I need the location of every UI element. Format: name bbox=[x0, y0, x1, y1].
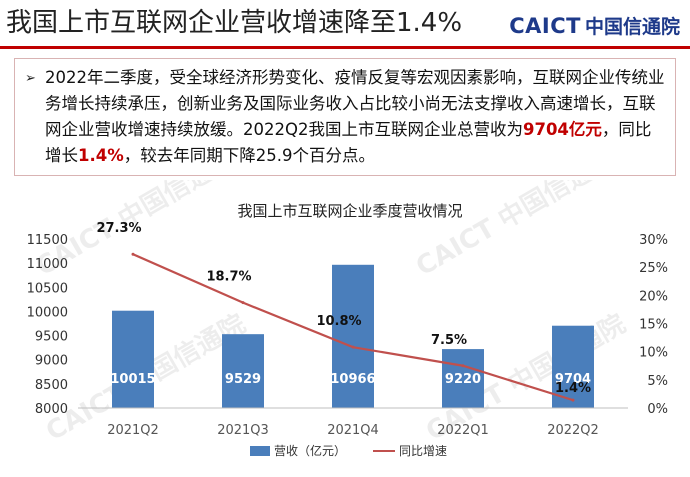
revenue-bar-label: 9529 bbox=[225, 372, 261, 387]
legend-layer: 营收（亿元） 同比增速 bbox=[250, 443, 447, 458]
legend-bar-swatch bbox=[250, 446, 270, 456]
x-tick-label: 2021Q3 bbox=[217, 423, 269, 438]
y-left-tick-label: 8500 bbox=[35, 378, 68, 393]
bars-layer: 10015 9529 10966 9220 9704 bbox=[110, 264, 594, 408]
revenue-bar-label: 9220 bbox=[445, 372, 481, 387]
summary-paragraph: 2022年二季度，受全球经济形势变化、疫情反复等宏观因素影响，互联网企业传统业务… bbox=[45, 65, 667, 169]
revenue-bar bbox=[442, 349, 484, 408]
y-left-tick-label: 10500 bbox=[27, 281, 68, 296]
logo-text-en: CAICT bbox=[509, 14, 581, 38]
y-left-tick-label: 11000 bbox=[27, 257, 68, 272]
revenue-bar bbox=[332, 264, 374, 408]
growth-point bbox=[241, 301, 245, 305]
revenue-bar-label: 10966 bbox=[330, 372, 375, 387]
revenue-highlight: 9704亿元 bbox=[522, 120, 602, 139]
growth-point bbox=[351, 345, 355, 349]
y-right-tick-label: 15% bbox=[639, 318, 668, 333]
y-left-tick-label: 11500 bbox=[27, 233, 68, 248]
y-right-tick-label: 30% bbox=[639, 233, 668, 248]
y-left-tick-label: 9500 bbox=[35, 330, 68, 345]
legend-line-label: 同比增速 bbox=[399, 444, 447, 458]
caict-logo: CAICT 中国信通院 bbox=[509, 12, 680, 39]
y-left-tick-label: 8000 bbox=[35, 402, 68, 417]
logo-text-cn: 中国信通院 bbox=[584, 16, 680, 38]
summary-text-3: ，较去年同期下降25.9个百分点。 bbox=[123, 146, 376, 165]
page-title: 我国上市互联网企业营收增速降至1.4% bbox=[6, 8, 463, 38]
growth-point bbox=[571, 398, 575, 402]
summary-text-1: 2022年二季度，受全球经济形势变化、疫情反复等宏观因素影响，互联网企业传统业务… bbox=[45, 68, 665, 139]
y-left-tick-label: 9000 bbox=[35, 354, 68, 369]
summary-box: ➢ 2022年二季度，受全球经济形势变化、疫情反复等宏观因素影响，互联网企业传统… bbox=[14, 58, 676, 176]
growth-label: 7.5% bbox=[431, 333, 467, 348]
revenue-bar bbox=[222, 334, 264, 408]
growth-highlight: 1.4% bbox=[78, 146, 124, 165]
axis-layer: 8000 8500 9000 9500 10000 10500 11000 11500 0% 5%… bbox=[27, 233, 668, 438]
growth-label: 27.3% bbox=[96, 221, 141, 236]
x-tick-label: 2022Q2 bbox=[547, 423, 599, 438]
watermark-text: CAICT 中国信通院 bbox=[411, 180, 621, 282]
revenue-bar bbox=[552, 325, 594, 408]
x-tick-label: 2022Q1 bbox=[437, 423, 489, 438]
growth-point bbox=[131, 252, 135, 256]
chart-area: CAICT 中国信通院 CAICT 中国信通院 CAICT 中国信通院 CAICT 中… bbox=[0, 143, 690, 473]
title-divider bbox=[0, 46, 690, 49]
revenue-bar-label: 9704 bbox=[555, 372, 591, 387]
y-right-tick-label: 25% bbox=[639, 261, 668, 276]
y-right-tick-label: 0% bbox=[647, 402, 668, 417]
growth-label: 18.7% bbox=[206, 270, 251, 285]
growth-label: 10.8% bbox=[316, 314, 361, 329]
y-right-tick-label: 10% bbox=[639, 346, 668, 361]
summary-text-2: ，同比增长 bbox=[45, 120, 652, 165]
growth-label: 1.4% bbox=[555, 381, 591, 396]
bullet-arrow-icon: ➢ bbox=[25, 71, 36, 86]
x-tick-label: 2021Q4 bbox=[327, 423, 379, 438]
revenue-bar-label: 10015 bbox=[110, 372, 155, 387]
chart-title: 我国上市互联网企业季度营收情况 bbox=[237, 202, 462, 220]
growth-point bbox=[461, 364, 465, 368]
x-tick-label: 2021Q2 bbox=[107, 423, 159, 438]
line-layer: 27.3% 18.7% 10.8% 7.5% 1.4% bbox=[96, 221, 591, 402]
y-left-tick-label: 10000 bbox=[27, 305, 68, 320]
y-right-tick-label: 5% bbox=[647, 374, 668, 389]
legend-bar-label: 营收（亿元） bbox=[274, 443, 346, 458]
revenue-bar bbox=[112, 310, 154, 408]
y-right-tick-label: 20% bbox=[639, 289, 668, 304]
